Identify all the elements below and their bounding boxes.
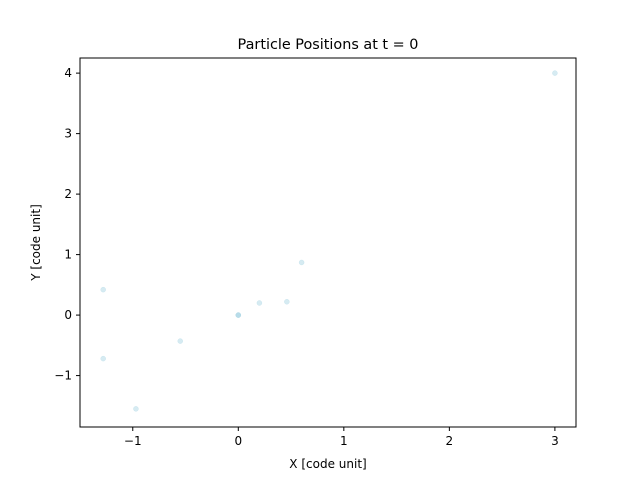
plot-area-frame xyxy=(79,57,577,428)
x-tick-label: 0 xyxy=(234,434,242,448)
data-point xyxy=(552,70,558,76)
x-axis: −1 0 1 2 3 xyxy=(124,427,559,448)
x-tick-label: 3 xyxy=(551,434,559,448)
data-point xyxy=(235,312,242,318)
y-tick-label: −1 xyxy=(54,369,72,383)
y-tick-label: 4 xyxy=(64,66,72,80)
data-point xyxy=(284,299,290,305)
data-point xyxy=(100,286,106,293)
x-tick-label: 1 xyxy=(340,434,348,448)
y-tick-label: 3 xyxy=(64,127,72,141)
y-tick-label: 2 xyxy=(64,187,72,201)
y-tick-label: 1 xyxy=(64,248,72,262)
data-point xyxy=(298,259,305,266)
data-point xyxy=(100,355,106,362)
y-axis-title: Y [code unit] xyxy=(29,204,43,282)
y-axis: −1 0 1 2 3 4 xyxy=(54,66,80,383)
data-point xyxy=(256,300,263,306)
x-tick-label: 2 xyxy=(446,434,454,448)
y-tick-label: 0 xyxy=(64,308,72,322)
chart-title: Particle Positions at t = 0 xyxy=(238,37,419,53)
data-point xyxy=(177,338,184,344)
data-point xyxy=(133,406,139,412)
points-layer xyxy=(100,70,558,412)
x-tick-label: −1 xyxy=(124,434,142,448)
x-axis-title: X [code unit] xyxy=(289,457,366,471)
